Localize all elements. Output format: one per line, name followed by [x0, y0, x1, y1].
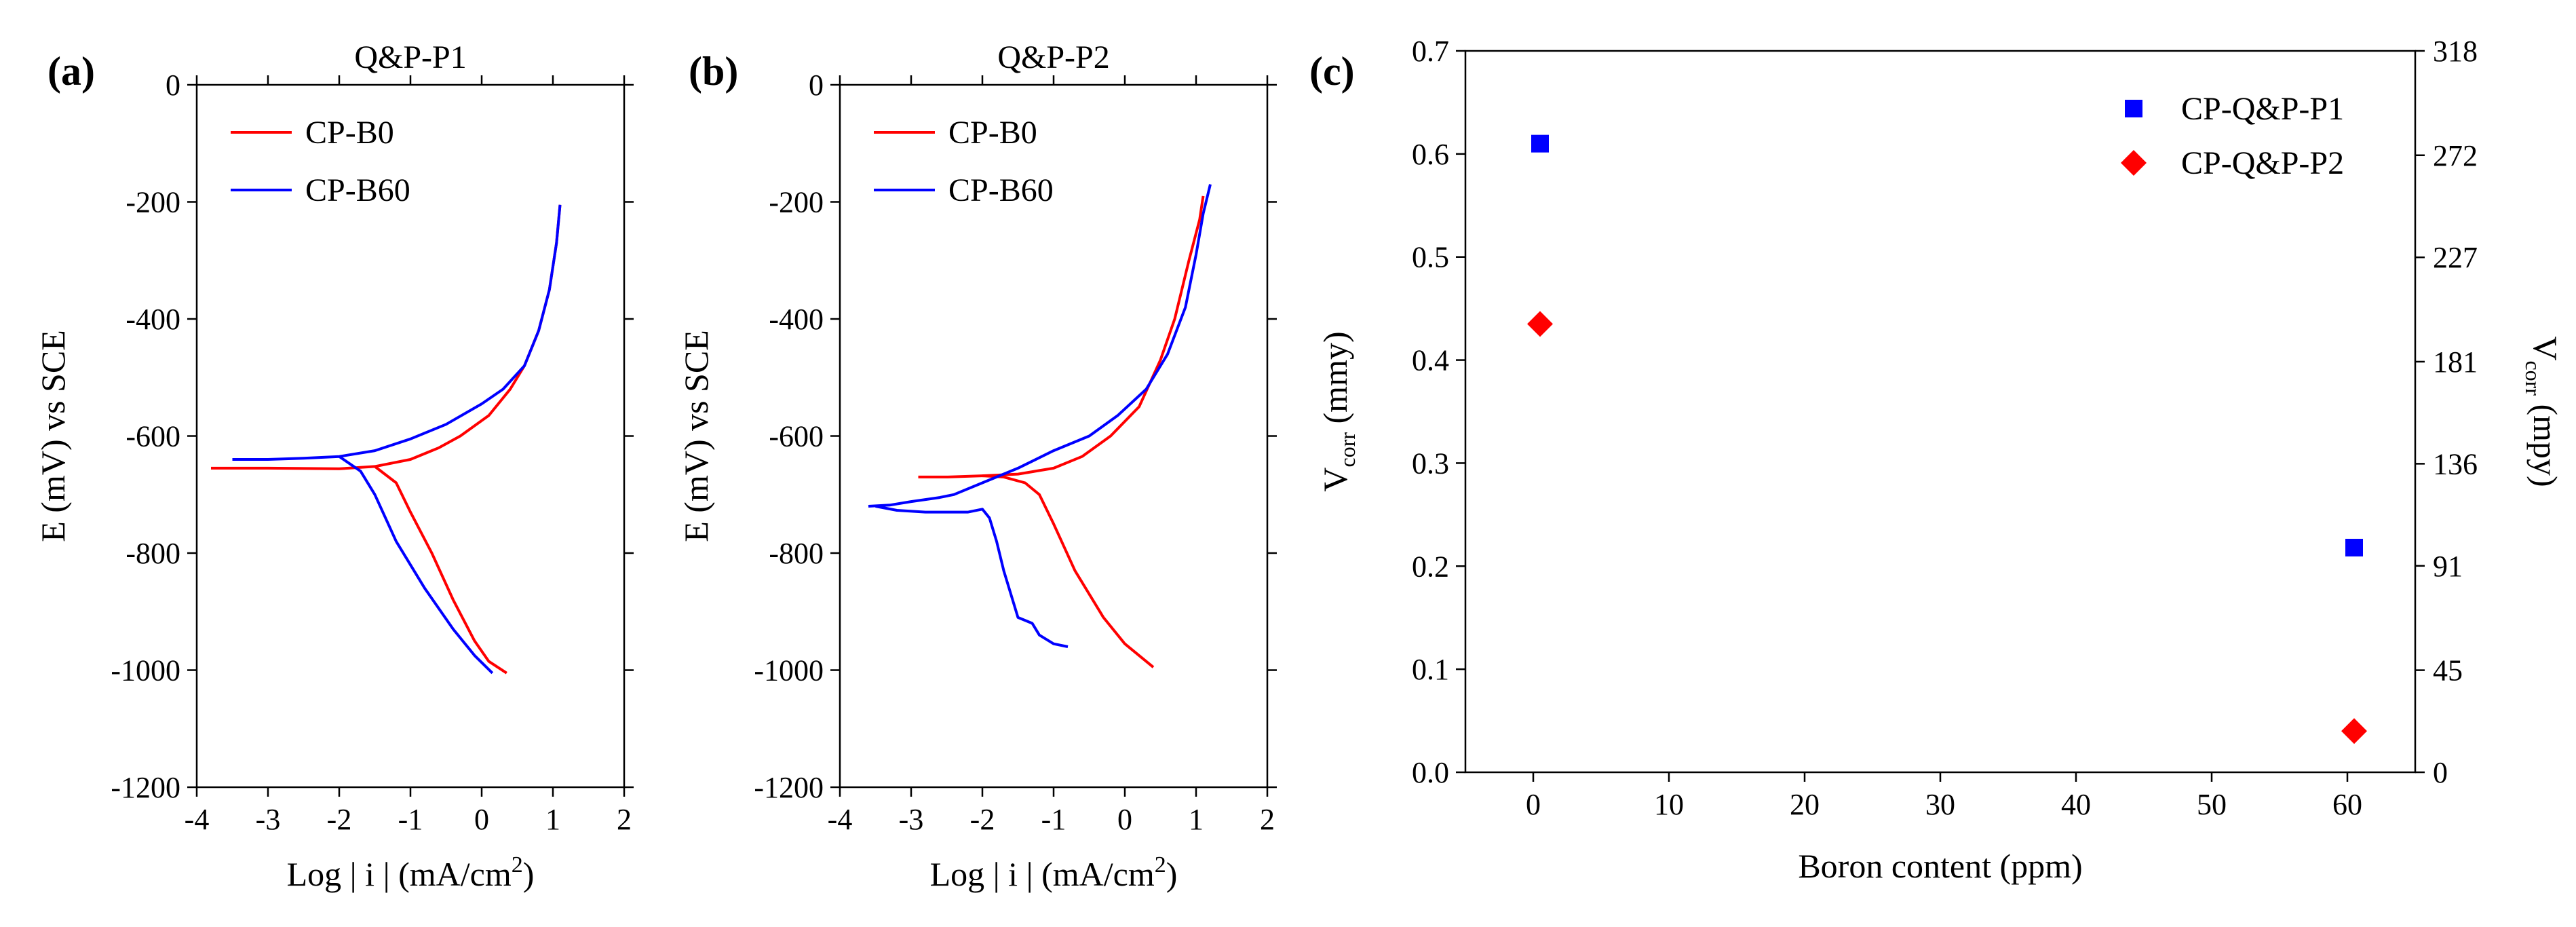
y-axis-label-right: Vcorr (mpy)	[2521, 336, 2564, 487]
x-tick-label: 50	[2197, 788, 2227, 821]
x-tick-label: -2	[327, 803, 352, 836]
x-axis-label: Log | i | (mA/cm2)	[930, 852, 1178, 893]
x-axis-label: Log | i | (mA/cm2)	[287, 852, 535, 893]
y-tick-label: -1200	[754, 771, 824, 804]
y-tick-label: -1000	[111, 654, 180, 687]
x-tick-label: 0	[1117, 803, 1132, 836]
y-tick-label: 0	[166, 69, 180, 102]
x-tick-label: 60	[2332, 788, 2362, 821]
right-y-tick-label: 91	[2433, 550, 2463, 583]
data-point-cp-q&p-p1	[2345, 538, 2363, 556]
x-tick-label: -3	[256, 803, 281, 836]
legend-label: CP-B0	[305, 115, 394, 151]
y-tick-label: 0.4	[1412, 344, 1449, 377]
chart-title: Q&P-P1	[354, 39, 466, 75]
panel-label: (a)	[47, 49, 95, 94]
y-tick-label: 0.1	[1412, 653, 1449, 686]
y-tick-label: -800	[769, 537, 824, 570]
right-y-tick-label: 45	[2433, 654, 2463, 687]
legend-label: CP-Q&P-P2	[2181, 145, 2344, 181]
right-y-tick-label: 181	[2433, 345, 2478, 379]
chart-title: Q&P-P2	[997, 39, 1109, 75]
legend-marker-cp-q&p-p1	[2125, 100, 2142, 117]
y-tick-label: 0.0	[1412, 756, 1449, 789]
x-tick-label: -1	[1041, 803, 1066, 836]
curve-cp-b60-cathodic	[338, 455, 494, 675]
curve-cp-b0-cathodic	[374, 465, 507, 675]
y-tick-label: 0.3	[1412, 447, 1449, 480]
y-axis-label-right-main: V	[2526, 336, 2564, 360]
panel-label: (c)	[1309, 49, 1355, 94]
panel-a: -4 -3 -2 -1 0 1 20-200-400-600-800-1000-1200(a…	[34, 39, 634, 893]
x-tick-label: -4	[185, 803, 210, 836]
right-y-tick-label: 318	[2433, 35, 2478, 68]
y-tick-label: -600	[769, 420, 824, 453]
x-tick-label: 1	[1189, 803, 1204, 836]
y-tick-label: -200	[126, 186, 180, 219]
x-tick-label: -4	[828, 803, 853, 836]
right-y-tick-label: 0	[2433, 756, 2448, 789]
y-tick-label: 0.7	[1412, 35, 1449, 68]
right-y-tick-label: 227	[2433, 241, 2478, 274]
curve-cp-b60-cathodic	[875, 505, 1069, 648]
x-tick-label: 40	[2061, 788, 2091, 821]
x-tick-label: 30	[1925, 788, 1955, 821]
legend-label: CP-B60	[948, 172, 1054, 208]
x-tick-label: -3	[899, 803, 924, 836]
legend-label: CP-B60	[305, 172, 410, 208]
y-axis-label-right-sub: corr	[2521, 360, 2545, 396]
x-tick-label: 1	[545, 803, 560, 836]
curve-cp-b0-cathodic	[982, 474, 1155, 668]
y-tick-label: 0.6	[1412, 138, 1449, 171]
x-axis-label-sup: 2	[1155, 852, 1166, 877]
x-axis-label: Boron content (ppm)	[1798, 847, 2082, 885]
x-tick-label: 0	[474, 803, 489, 836]
y-tick-label: 0.5	[1412, 241, 1449, 274]
y-axis-label: E (mV) vs SCE	[677, 330, 715, 542]
curve-cp-b0-anodic	[918, 195, 1205, 478]
legend-label: CP-B0	[948, 115, 1037, 151]
y-tick-label: -600	[126, 420, 180, 453]
data-point-cp-q&p-p2	[2341, 718, 2367, 744]
data-point-cp-q&p-p2	[1527, 311, 1553, 337]
y-axis-label-left-sub: corr	[1335, 432, 1360, 468]
y-tick-label: 0.2	[1412, 550, 1449, 583]
y-axis-label: E (mV) vs SCE	[34, 330, 72, 542]
panel-c: 0 10 20 30 40 50 60 0.0 0.1 0.2 0.3 0.4 0.5 0.6 0.7 0 45…	[1309, 35, 2564, 885]
right-y-tick-label: 272	[2433, 139, 2478, 172]
curve-cp-b60-anodic	[868, 184, 1212, 508]
y-tick-label: -800	[126, 537, 180, 570]
y-axis-label-left-main: V	[1316, 468, 1354, 492]
y-tick-label: -400	[769, 303, 824, 336]
x-axis-label-sup: 2	[512, 852, 523, 877]
x-tick-label: -2	[970, 803, 995, 836]
y-tick-label: -400	[126, 303, 180, 336]
x-tick-label: 2	[1260, 803, 1275, 836]
x-tick-label: 20	[1790, 788, 1820, 821]
x-tick-label: 10	[1654, 788, 1684, 821]
x-axis-label-main: Log | i | (mA/cm	[930, 855, 1155, 893]
x-tick-label: -1	[398, 803, 423, 836]
y-tick-label: -200	[769, 186, 824, 219]
y-tick-label: -1200	[111, 771, 180, 804]
curve-cp-b60-anodic	[232, 204, 562, 461]
x-axis-label-tail: )	[1166, 855, 1178, 893]
y-axis-label-right-tail: (mpy)	[2526, 396, 2564, 487]
legend-label: CP-Q&P-P1	[2181, 91, 2344, 127]
panel-b: -4 -3 -2 -1 0 1 20-200-400-600-800-1000-1200(b…	[677, 39, 1277, 893]
y-axis-label-left: Vcorr (mmy)	[1316, 331, 1360, 491]
y-axis-label-left-tail: (mmy)	[1316, 331, 1354, 432]
panel-label: (b)	[689, 49, 738, 94]
curve-cp-b0-anodic	[211, 204, 562, 470]
right-y-tick-label: 136	[2433, 447, 2478, 480]
x-tick-label: 0	[1526, 788, 1541, 821]
x-tick-label: 2	[617, 803, 632, 836]
y-tick-label: -1000	[754, 654, 824, 687]
data-point-cp-q&p-p1	[1531, 134, 1549, 153]
x-axis-label-main: Log | i | (mA/cm	[287, 855, 512, 893]
x-axis-label-tail: )	[523, 855, 535, 893]
y-tick-label: 0	[809, 69, 824, 102]
legend-marker-cp-q&p-p2	[2121, 150, 2147, 176]
